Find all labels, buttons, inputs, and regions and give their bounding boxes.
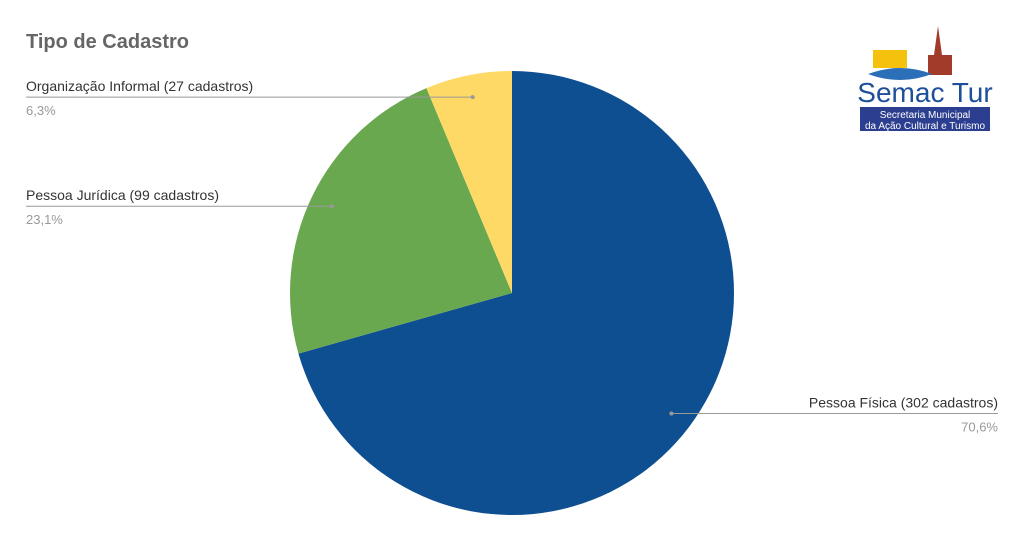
logo-tower [934,26,942,55]
logo-fish [868,68,932,80]
logo-name: Semac Tur [857,77,992,108]
logo-line: Secretaria Municipal [880,110,971,121]
pie-slice [426,71,512,293]
chart-title: Tipo de Cadastro [26,31,189,53]
logo-band [860,107,990,131]
logo-building [873,50,907,68]
pie-slice [290,88,512,354]
logo: Semac Tur Secretaria Municipal da Ação C… [857,26,993,132]
leader-dot [330,204,335,209]
slice-label: Pessoa Jurídica (99 cadastros) [26,187,219,203]
leader-dot [669,411,674,416]
slice-label: Pessoa Física (302 cadastros) [809,394,998,410]
slice-value-label: 6,3% [26,103,56,118]
leader-dot [470,95,475,100]
slice-value-label: 23,1% [26,212,63,227]
slice-label: Organização Informal (27 cadastros) [26,78,253,94]
pie-slice [298,71,734,515]
slice-value-label: 70,6% [961,419,998,434]
logo-line: da Ação Cultural e Turismo [865,121,985,132]
logo-church [928,55,952,75]
